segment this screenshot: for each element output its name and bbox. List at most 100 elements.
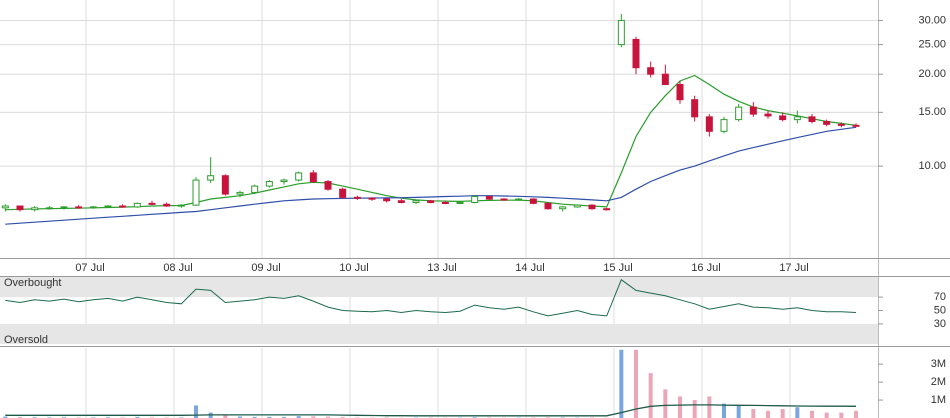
candle-body	[60, 206, 68, 209]
x-tick-label: 07 Jul	[75, 262, 104, 274]
volume-bar	[751, 409, 756, 418]
candle-body	[119, 205, 127, 208]
volume-bar	[648, 373, 653, 418]
volume-bar	[795, 407, 800, 418]
candle-body	[192, 179, 200, 206]
candle-body	[559, 206, 567, 210]
y-tick-label: 30.00	[918, 14, 946, 26]
candle-body	[749, 106, 757, 115]
volume-bar	[619, 349, 624, 418]
candle-body	[383, 198, 391, 202]
y-tick-label: 10.00	[918, 160, 946, 172]
candle-body	[588, 204, 596, 210]
candle-body	[236, 191, 244, 195]
volume-bar	[692, 400, 697, 418]
x-tick-label: 16 Jul	[691, 262, 720, 274]
y-tick-label: 20.00	[918, 68, 946, 80]
candle-body	[647, 67, 655, 75]
candle-body	[427, 200, 435, 203]
y-tick-label: 70	[934, 291, 946, 303]
candle-body	[339, 188, 347, 198]
candle-body	[456, 201, 464, 204]
rsi-line	[5, 278, 857, 317]
candle-body	[75, 206, 83, 209]
candle-body	[485, 196, 493, 200]
candle-body	[177, 204, 185, 207]
candle-body	[705, 116, 713, 132]
volume-bar	[824, 412, 829, 418]
y-tick-label: 2M	[931, 376, 946, 388]
candle-body	[295, 172, 303, 181]
candle-body	[529, 198, 537, 204]
volume-bar	[839, 412, 844, 418]
x-tick-label: 17 Jul	[779, 262, 808, 274]
candle-body	[309, 172, 317, 183]
candle-body	[735, 106, 743, 121]
volume-bar	[736, 405, 741, 418]
volume-bar	[634, 349, 638, 418]
y-tick-label: 25.00	[918, 39, 946, 51]
volume-bar	[854, 410, 858, 418]
volume-bar	[238, 416, 242, 418]
y-tick-label: 1M	[931, 394, 946, 406]
candle-body	[676, 84, 684, 101]
candle-body	[412, 200, 420, 203]
volume-average-line	[5, 404, 857, 417]
candle-body	[133, 202, 141, 208]
candle-body	[251, 185, 259, 193]
volume-bar	[252, 416, 257, 418]
candle-body	[808, 116, 816, 122]
candle-body	[397, 200, 405, 203]
candle-body	[852, 124, 860, 127]
candle-body	[265, 181, 273, 187]
candle-body	[89, 206, 97, 209]
rsi-band-label: Overbought	[4, 277, 61, 289]
rsi-band-label: Oversold	[4, 334, 48, 346]
volume-bar	[267, 416, 272, 418]
candle-body	[837, 123, 845, 126]
candle-body	[280, 179, 288, 183]
candle-body	[661, 73, 669, 86]
candle-body	[720, 119, 728, 132]
candle-body	[544, 202, 552, 210]
candle-body	[632, 38, 640, 69]
volume-bar	[722, 403, 726, 418]
candle-body	[148, 202, 156, 205]
rsi-band	[0, 323, 878, 344]
candle-body	[441, 201, 449, 204]
candle-body	[573, 204, 581, 208]
y-tick-label: 15.00	[918, 106, 946, 118]
candle-body	[603, 208, 611, 211]
volume-bar	[326, 416, 330, 418]
volume-bar	[780, 409, 785, 418]
candle-body	[45, 207, 53, 210]
candle-body	[31, 207, 39, 211]
x-tick-label: 14 Jul	[515, 262, 544, 274]
candle-body	[691, 99, 699, 118]
volume-bar	[296, 416, 301, 418]
candle-body	[793, 116, 801, 121]
candle-body	[163, 203, 171, 207]
volume-bar	[311, 416, 316, 418]
candle-body	[471, 196, 479, 203]
volume-bar	[194, 405, 198, 418]
candle-body	[207, 175, 215, 181]
volume-bar	[810, 410, 814, 418]
candle-body	[221, 175, 229, 195]
candle-body	[353, 196, 361, 199]
x-tick-label: 10 Jul	[339, 262, 368, 274]
candle-body	[500, 198, 508, 201]
y-tick-label: 30	[934, 318, 946, 330]
candle-body	[823, 120, 831, 125]
volume-bar	[766, 410, 770, 418]
moving-average-line	[5, 126, 857, 225]
candle-body	[104, 205, 112, 208]
volume-bar	[663, 389, 668, 418]
candle-body	[779, 115, 787, 121]
candle-body	[16, 205, 24, 211]
x-tick-label: 09 Jul	[251, 262, 280, 274]
candle-body	[368, 197, 376, 200]
